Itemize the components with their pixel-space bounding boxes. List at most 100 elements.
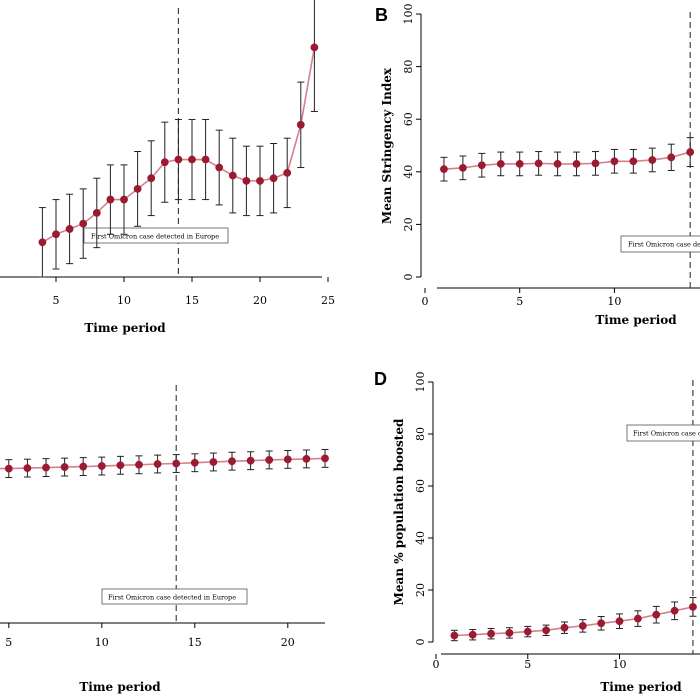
data-point-b-8	[591, 159, 600, 168]
data-point-c-15	[265, 456, 274, 464]
x-tick-label-a-4: 25	[321, 294, 335, 307]
data-point-d-6	[560, 623, 569, 632]
annotation-box-b	[620, 235, 700, 253]
data-point-c-4	[60, 463, 69, 471]
panel-b: 0 5 10 Time period 0 20 40 60 80 100 Mean Stringen…	[357, 0, 700, 345]
data-point-a-20	[310, 43, 319, 52]
annotation-box-d	[626, 424, 700, 442]
data-point-a-12	[201, 155, 210, 164]
y-axis-title-d: Mean % population boosted	[392, 418, 406, 605]
data-point-a-11	[188, 155, 196, 164]
data-point-a-7	[133, 184, 142, 193]
data-point-a-19	[296, 120, 305, 129]
data-point-a-18	[283, 168, 292, 177]
data-point-d-2	[487, 629, 495, 638]
data-point-d-11	[652, 610, 661, 619]
chart-c-svg: 5 10 15 20 Time period First Omicron case det…	[0, 385, 329, 694]
x-tick-label-a-3: 20	[253, 294, 267, 307]
data-point-a-16	[256, 176, 264, 185]
y-axis-title-b: Mean Stringency Index	[380, 67, 394, 224]
data-point-d-13	[689, 603, 697, 611]
y-tick-label-d-2: 40	[414, 531, 427, 545]
x-axis-title-b: Time period	[595, 313, 677, 327]
x-tick-label-b-2: 10	[607, 295, 621, 308]
panel-label-b: B	[375, 5, 388, 25]
annotation-text-d: First Omicron case c	[633, 430, 700, 438]
x-tick-label-b-0: 0	[422, 295, 429, 308]
data-point-a-2	[65, 225, 74, 233]
data-point-b-4	[515, 160, 524, 168]
data-point-c-1	[4, 464, 13, 473]
data-point-c-17	[302, 455, 311, 463]
chart-a-svg: 5 10 15 20 25 Time period First Omicron case d…	[0, 0, 335, 335]
x-tick-label-d-2: 10	[613, 658, 627, 671]
data-point-c-5	[79, 462, 88, 471]
data-point-b-7	[572, 160, 581, 168]
data-point-b-2	[477, 161, 486, 170]
data-point-c-12	[209, 458, 218, 466]
data-point-b-13	[686, 148, 695, 156]
data-point-d-10	[633, 614, 642, 623]
data-point-c-16	[283, 455, 292, 464]
x-axis-title-c: Time period	[79, 680, 161, 694]
x-tick-label-c-2: 15	[188, 636, 202, 649]
x-tick-label-c-1: 10	[95, 636, 109, 649]
data-point-a-15	[242, 176, 251, 185]
data-point-c-6	[97, 462, 106, 470]
y-tick-label-b-3: 60	[402, 112, 415, 126]
data-point-a-14	[228, 171, 237, 180]
data-point-b-11	[648, 156, 657, 164]
y-tick-label-b-2: 40	[402, 165, 415, 179]
y-tick-label-b-1: 20	[402, 217, 415, 231]
data-point-c-7	[116, 461, 125, 470]
annotation-text-c: First Omicron case detected in Europe	[108, 594, 236, 602]
annotation-box-c	[101, 588, 248, 605]
data-point-c-3	[42, 463, 50, 472]
x-axis-title-d: Time period	[600, 680, 682, 694]
data-point-b-9	[610, 157, 619, 166]
x-tick-label-c-0: 5	[5, 636, 12, 649]
data-point-c-2	[23, 464, 32, 472]
data-point-d-3	[505, 629, 514, 637]
x-tick-label-d-1: 5	[524, 658, 531, 671]
data-point-d-5	[542, 626, 551, 635]
data-point-a-6	[120, 195, 128, 204]
data-point-d-4	[523, 627, 532, 636]
data-point-c-9	[153, 460, 162, 468]
data-point-a-3	[79, 219, 88, 228]
x-tick-label-a-0: 5	[53, 294, 60, 307]
data-point-b-5	[534, 159, 543, 168]
panel-a: 5 10 15 20 25 Time period First Omicron case d…	[0, 0, 350, 345]
x-tick-label-b-1: 5	[516, 295, 523, 308]
y-tick-label-b-5: 100	[402, 4, 415, 25]
x-axis-title-a: Time period	[84, 321, 166, 335]
data-point-b-10	[629, 157, 638, 166]
data-point-d-12	[670, 606, 679, 615]
data-point-b-1	[458, 163, 467, 172]
data-point-c-14	[246, 456, 255, 465]
data-point-a-5	[106, 195, 115, 204]
data-point-b-12	[667, 153, 676, 162]
x-tick-label-a-2: 15	[185, 294, 199, 307]
x-tick-label-c-3: 20	[281, 636, 295, 649]
data-point-a-1	[52, 230, 60, 239]
data-point-d-9	[615, 617, 624, 626]
data-point-b-6	[553, 160, 562, 168]
y-tick-label-d-1: 20	[414, 583, 427, 597]
data-point-a-0	[38, 238, 47, 247]
data-point-a-13	[215, 163, 224, 172]
data-point-d-8	[597, 619, 606, 628]
x-tick-label-d-0: 0	[433, 658, 440, 671]
data-point-c-11	[190, 458, 199, 467]
y-tick-label-d-5: 100	[414, 372, 427, 393]
data-point-b-3	[496, 160, 505, 168]
y-tick-label-d-0: 0	[414, 639, 427, 646]
data-point-c-10	[172, 459, 181, 468]
panel-d: 0 5 10 Time period 0 20 40 60 80 100 Mean % popula…	[357, 362, 700, 700]
chart-d-svg: 0 5 10 Time period 0 20 40 60 80 100 Mean % popula…	[374, 369, 700, 694]
y-tick-label-d-3: 60	[414, 479, 427, 493]
data-point-c-13	[228, 457, 236, 466]
y-tick-label-d-4: 80	[414, 427, 427, 441]
data-point-b-0	[440, 165, 448, 174]
data-point-a-4	[92, 209, 101, 217]
